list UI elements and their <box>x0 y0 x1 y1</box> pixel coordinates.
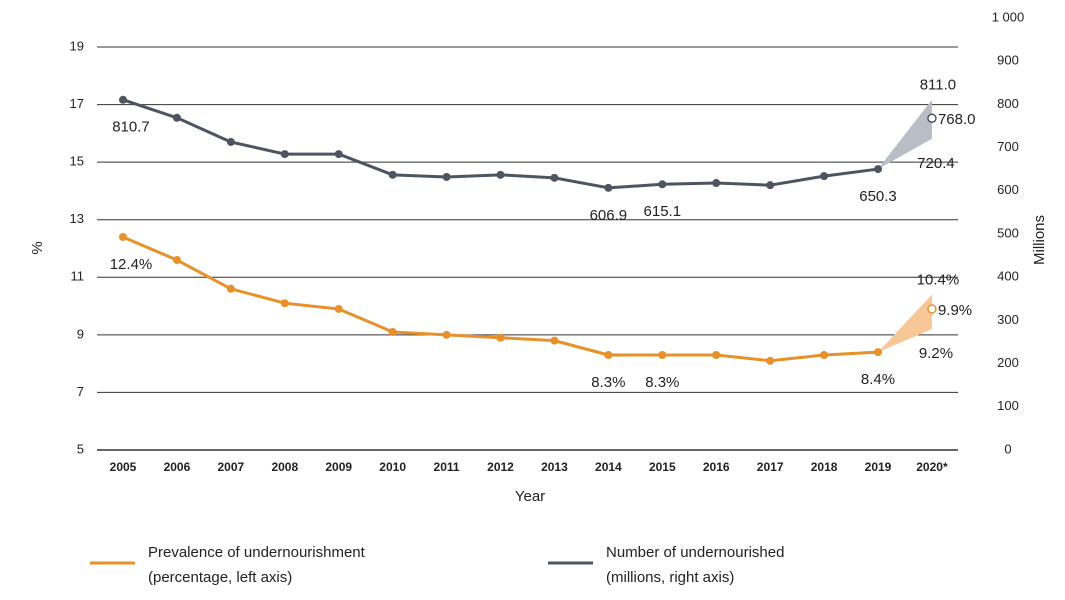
data-point <box>550 173 559 182</box>
projection-high-label: 811.0 <box>920 77 956 94</box>
data-point <box>604 183 613 192</box>
projection-point <box>927 113 937 123</box>
x-axis-label: Year <box>515 488 545 505</box>
data-point <box>766 181 775 190</box>
data-label: 606.9 <box>590 207 628 224</box>
projection-label: 9.9% <box>938 302 972 319</box>
data-point <box>172 113 181 122</box>
y2-tick-label: 0 <box>1004 441 1011 456</box>
data-point <box>658 351 667 360</box>
data-label: 8.3% <box>591 374 625 391</box>
legend-detail: (millions, right axis) <box>606 569 734 586</box>
data-point <box>388 170 397 179</box>
x-tick-label: 2019 <box>865 460 892 474</box>
y2-tick-label: 1 000 <box>992 9 1025 24</box>
x-tick-label: 2006 <box>164 460 191 474</box>
data-point <box>119 95 127 104</box>
data-point <box>119 232 127 241</box>
data-point <box>496 333 505 342</box>
x-tick-label: 2012 <box>487 460 514 474</box>
x-tick-label: 2016 <box>703 460 730 474</box>
data-label: 810.7 <box>112 119 150 136</box>
y2-tick-label: 700 <box>997 139 1019 154</box>
data-point <box>334 150 343 159</box>
legend-label: Prevalence of undernourishment <box>148 544 366 561</box>
x-tick-label: 2018 <box>811 460 838 474</box>
data-point <box>172 256 181 265</box>
data-label: 650.3 <box>859 188 897 205</box>
data-point <box>280 299 289 308</box>
y-tick-label: 5 <box>77 441 84 456</box>
y-tick-label: 17 <box>70 96 84 111</box>
data-point <box>442 330 451 339</box>
x-tick-label: 2020* <box>916 460 948 474</box>
y-tick-label: 9 <box>77 326 84 341</box>
x-tick-label: 2009 <box>325 460 352 474</box>
x-tick-label: 2015 <box>649 460 676 474</box>
data-point <box>604 351 613 360</box>
x-tick-label: 2014 <box>595 460 622 474</box>
x-tick-label: 2011 <box>434 460 460 474</box>
data-label: 12.4% <box>110 256 153 273</box>
y2-tick-label: 600 <box>997 182 1019 197</box>
x-tick-label: 2007 <box>218 460 245 474</box>
y2-tick-label: 800 <box>997 96 1019 111</box>
x-tick-label: 2008 <box>271 460 298 474</box>
y-tick-label: 15 <box>70 154 84 169</box>
data-label: 8.3% <box>645 374 679 391</box>
data-point <box>334 304 343 313</box>
data-point <box>496 170 505 179</box>
series-line <box>122 235 879 363</box>
x-tick-label: 2013 <box>541 460 568 474</box>
y2-tick-label: 100 <box>997 398 1019 413</box>
projection-label: 768.0 <box>938 111 976 128</box>
y-tick-label: 19 <box>70 38 84 53</box>
projection-high-label: 10.4% <box>917 272 960 289</box>
y2-tick-label: 200 <box>997 355 1019 370</box>
x-tick-label: 2010 <box>379 460 406 474</box>
data-point <box>766 356 775 365</box>
data-point <box>820 172 829 181</box>
y2-tick-label: 300 <box>997 312 1019 327</box>
y2-axis-label: Millions <box>1031 215 1048 265</box>
data-point <box>820 351 829 360</box>
data-point <box>226 137 235 146</box>
data-point <box>712 351 721 360</box>
data-point <box>874 165 883 174</box>
data-point <box>388 327 397 336</box>
y2-tick-label: 500 <box>997 225 1019 240</box>
projection-range <box>878 99 932 170</box>
data-point <box>226 284 235 293</box>
legend-label: Number of undernourished <box>606 544 784 561</box>
y2-tick-label: 900 <box>997 53 1019 68</box>
data-point <box>550 336 559 345</box>
projection-low-label: 9.2% <box>919 345 953 362</box>
y-axis-label: % <box>29 241 46 254</box>
x-tick-label: 2017 <box>757 460 784 474</box>
projection-low-label: 720.4 <box>917 155 955 172</box>
data-label: 615.1 <box>644 203 682 220</box>
data-point <box>442 172 451 181</box>
y-tick-label: 11 <box>71 269 85 284</box>
data-point <box>874 348 883 357</box>
projection-range <box>878 294 932 353</box>
data-label: 8.4% <box>861 371 895 388</box>
legend-detail: (percentage, left axis) <box>148 569 292 586</box>
x-tick-label: 2005 <box>110 460 137 474</box>
y2-tick-label: 400 <box>997 269 1019 284</box>
data-point <box>712 179 721 188</box>
data-point <box>280 150 289 159</box>
data-point <box>658 180 667 189</box>
y-tick-label: 13 <box>70 211 84 226</box>
projection-point <box>927 304 937 314</box>
y-tick-label: 7 <box>77 384 84 399</box>
